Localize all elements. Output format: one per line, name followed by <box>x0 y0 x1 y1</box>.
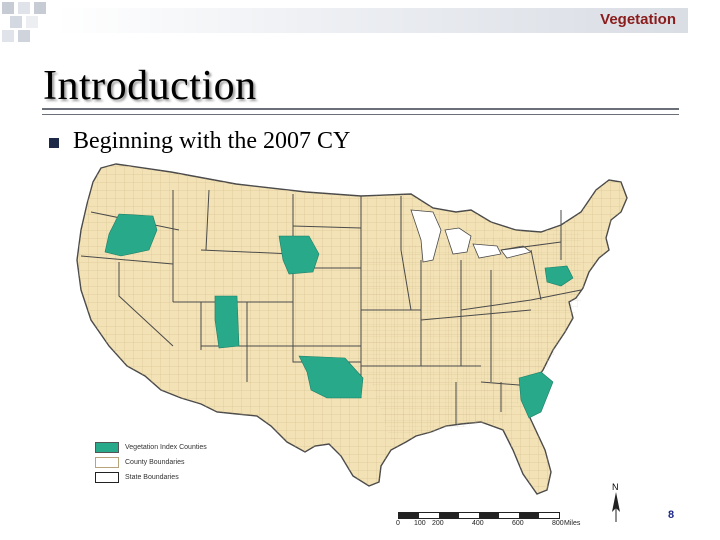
scale-tick: 200 <box>432 520 444 527</box>
header-band <box>55 8 688 33</box>
section-label: Vegetation <box>600 11 676 28</box>
scale-unit: Miles <box>564 520 581 527</box>
legend-swatch-county <box>95 457 119 468</box>
legend-label: Vegetation Index Counties <box>125 444 207 451</box>
legend-label: County Boundaries <box>125 459 185 466</box>
scale-tick: 100 <box>414 520 426 527</box>
north-arrow: N <box>606 482 626 522</box>
legend-item: County Boundaries <box>95 455 207 470</box>
decorative-squares <box>2 2 46 42</box>
legend-swatch-index <box>95 442 119 453</box>
region-pennsylvania <box>544 265 574 287</box>
bullet-text: Beginning with the 2007 CY <box>73 128 357 155</box>
region-south-dakota <box>278 235 320 275</box>
vegetation-index-counties <box>104 213 574 419</box>
scale-bar-graphic <box>398 512 560 519</box>
region-oklahoma <box>298 355 364 399</box>
state-boundaries <box>80 189 582 424</box>
scale-tick: 0 <box>396 520 400 527</box>
region-utah <box>214 295 240 349</box>
north-label: N <box>612 482 619 492</box>
page-number: 8 <box>668 509 675 521</box>
title-divider <box>42 108 679 115</box>
bullet-item: Beginning with the 2007 CY <box>49 128 357 155</box>
scale-tick: 400 <box>472 520 484 527</box>
scale-bar: 0 100 200 400 600 800 Miles <box>392 512 582 532</box>
scale-tick: 600 <box>512 520 524 527</box>
region-south-carolina <box>518 371 554 419</box>
legend-swatch-state <box>95 472 119 483</box>
us-map <box>61 150 641 535</box>
legend-label: State Boundaries <box>125 474 179 481</box>
legend-item: Vegetation Index Counties <box>95 440 207 455</box>
great-lakes <box>410 209 532 263</box>
us-map-svg <box>76 163 628 495</box>
scale-tick: 800 <box>552 520 564 527</box>
slide-title: Introduction <box>43 63 257 109</box>
north-arrow-icon <box>612 492 620 522</box>
region-oregon <box>104 213 158 257</box>
map-legend: Vegetation Index Counties County Boundar… <box>95 440 207 485</box>
square-bullet-icon <box>49 137 59 148</box>
legend-item: State Boundaries <box>95 470 207 485</box>
